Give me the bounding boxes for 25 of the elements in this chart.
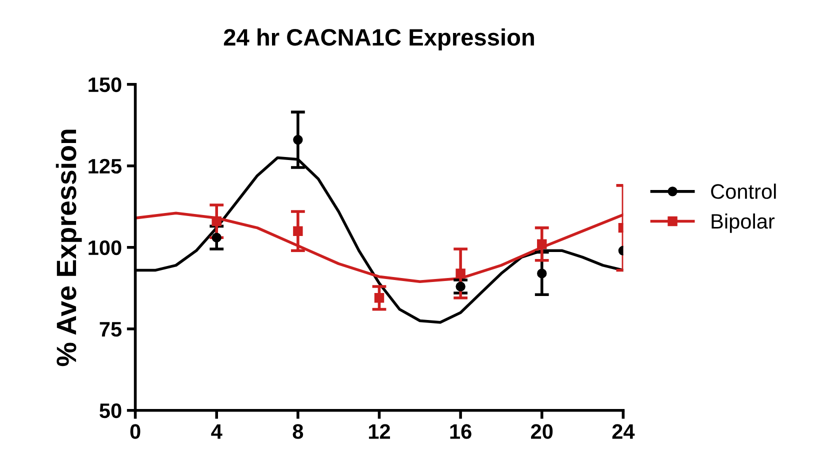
point: [212, 216, 222, 226]
y-tick-label: 100: [88, 240, 122, 256]
y-tick-label: 50: [100, 403, 122, 418]
y-tick-label: 125: [88, 158, 122, 174]
x-tick-label: 20: [531, 424, 553, 439]
y-tick-label: 75: [100, 322, 122, 337]
y-tick-label: 150: [88, 77, 122, 92]
x-tick-label: 12: [368, 424, 390, 439]
point: [374, 293, 384, 303]
y-axis-title: % Ave Expression: [56, 130, 82, 366]
point: [537, 268, 547, 278]
legend-label: Control: [711, 184, 776, 199]
x-tick-label: 16: [450, 424, 472, 439]
point: [293, 226, 303, 236]
x-tick-label: 0: [130, 424, 140, 439]
chart-title: 24 hr CACNA1C Expression: [224, 28, 534, 50]
x-tick-label: 4: [211, 424, 222, 439]
point: [537, 239, 547, 249]
x-tick-label: 24: [612, 424, 635, 439]
point: [456, 268, 466, 278]
x-tick-label: 8: [292, 424, 304, 439]
point: [293, 134, 303, 145]
legend-label: Bipolar: [712, 213, 775, 233]
point: [456, 282, 466, 292]
point: [212, 232, 222, 242]
